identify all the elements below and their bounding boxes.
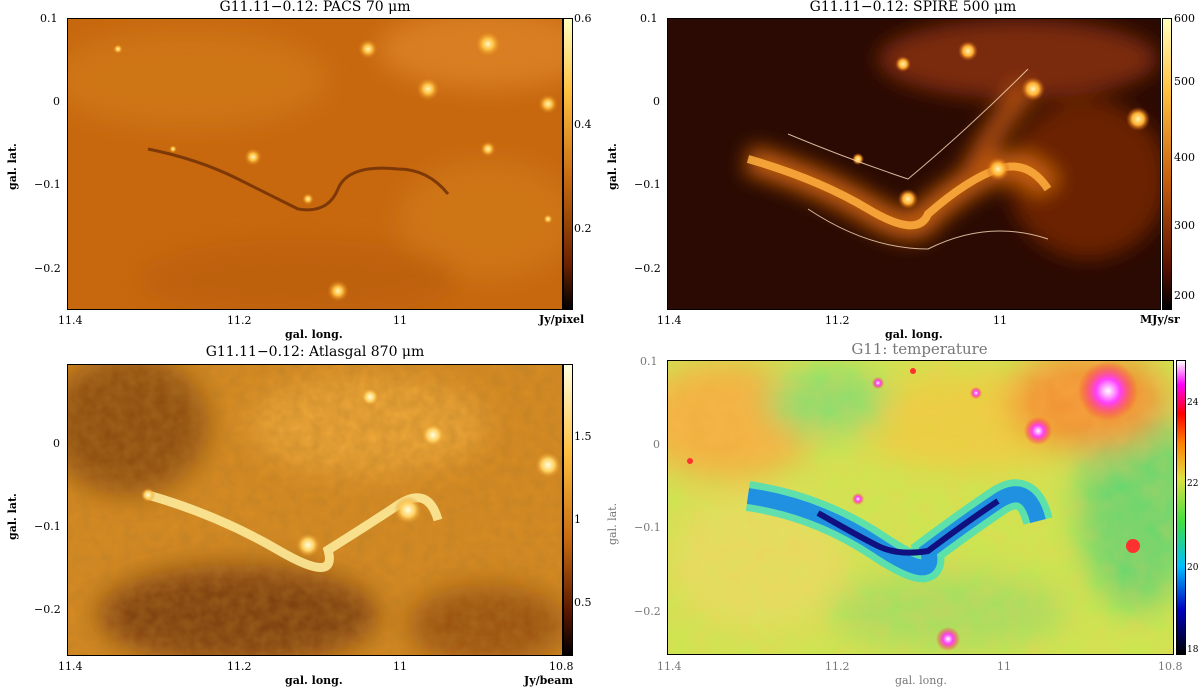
y-tick: −0.1	[34, 178, 61, 191]
spire500-colorbar	[1162, 18, 1172, 310]
panel-title: G11.11−0.12: SPIRE 500 μm	[809, 0, 1017, 15]
spire500-map	[668, 19, 1160, 309]
cbar-tick: 24	[1187, 398, 1199, 408]
atlasgal870-map	[68, 365, 562, 655]
y-tick: −0.1	[634, 178, 661, 191]
y-axis-label: gal. lat.	[606, 143, 619, 190]
x-tick: 11.4	[657, 660, 682, 673]
cbar-tick: 1.5	[574, 430, 592, 443]
unit-label: MJy/sr	[1140, 313, 1180, 326]
x-tick: 11.2	[227, 660, 252, 673]
panel-title: G11.11−0.12: PACS 70 μm	[219, 0, 411, 15]
y-axis-label: gal. lat.	[6, 143, 19, 190]
y-tick: −0.2	[634, 262, 661, 275]
cbar-tick: 0.5	[574, 596, 592, 609]
x-tick: 11	[393, 660, 407, 673]
cbar-tick: 18	[1187, 645, 1199, 655]
atlasgal870-colorbar	[563, 364, 573, 656]
x-tick: 11.4	[58, 314, 83, 327]
atlasgal870-image	[67, 364, 563, 656]
y-tick: 0.1	[640, 12, 658, 25]
y-tick: 0.1	[40, 12, 58, 25]
x-axis-label: gal. long.	[885, 328, 943, 341]
cbar-tick: 300	[1174, 219, 1195, 232]
y-tick: 0.1	[640, 355, 658, 368]
panel-title: G11: temperature	[851, 340, 988, 358]
y-tick: 0	[653, 438, 660, 451]
y-tick: −0.1	[634, 521, 661, 534]
x-tick: 11.4	[657, 314, 682, 327]
cbar-tick: 0.6	[574, 12, 592, 25]
temperature-image	[667, 360, 1174, 655]
pacs70-colorbar	[563, 18, 573, 310]
cbar-tick: 200	[1174, 289, 1195, 302]
y-axis-label: gal. lat.	[6, 493, 19, 540]
pacs70-image	[67, 18, 563, 310]
y-tick: 0	[653, 95, 660, 108]
y-tick: −0.2	[34, 603, 61, 616]
x-axis-label: gal. long.	[895, 674, 947, 687]
x-tick: 11.2	[227, 314, 252, 327]
pacs70-map	[68, 19, 562, 309]
y-tick: −0.1	[34, 520, 61, 533]
cbar-tick: 400	[1174, 151, 1195, 164]
cbar-tick: 500	[1174, 75, 1195, 88]
x-tick: 11	[993, 314, 1007, 327]
panel-title: G11.11−0.12: Atlasgal 870 μm	[205, 344, 425, 360]
x-tick: 10.8	[1158, 660, 1183, 673]
cbar-tick: 20	[1187, 563, 1199, 573]
cbar-tick: 22	[1187, 479, 1199, 489]
unit-label: Jy/beam	[524, 674, 574, 687]
temperature-map	[668, 361, 1173, 654]
x-tick: 11	[997, 660, 1011, 673]
y-tick: −0.2	[634, 605, 661, 618]
x-axis-label: gal. long.	[285, 674, 343, 687]
y-tick: −0.2	[34, 262, 61, 275]
x-tick: 11.4	[58, 660, 83, 673]
x-tick: 11.2	[825, 314, 850, 327]
cbar-tick: 1	[574, 513, 581, 526]
temperature-colorbar	[1176, 360, 1186, 655]
x-tick: 11	[393, 314, 407, 327]
x-tick: 11.2	[825, 660, 850, 673]
spire500-image	[667, 18, 1161, 310]
y-axis-label: gal. lat.	[606, 502, 619, 545]
y-tick: 0	[53, 95, 60, 108]
cbar-tick: 600	[1174, 12, 1195, 25]
y-tick: 0	[53, 437, 60, 450]
cbar-tick: 0.4	[574, 118, 592, 131]
cbar-tick: 0.2	[574, 222, 592, 235]
x-tick: 10.8	[549, 660, 574, 673]
unit-label: Jy/pixel	[539, 313, 585, 326]
x-axis-label: gal. long.	[285, 328, 343, 341]
